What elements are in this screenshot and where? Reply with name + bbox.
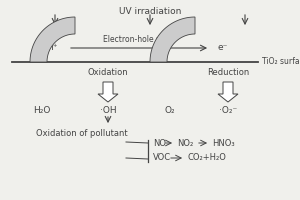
Text: TiO₂ surface: TiO₂ surface (262, 58, 300, 66)
Polygon shape (218, 82, 238, 102)
Text: Electron-hole pairs: Electron-hole pairs (103, 35, 175, 44)
Text: h⁺: h⁺ (47, 44, 58, 52)
Text: H₂O: H₂O (33, 106, 51, 115)
Polygon shape (98, 82, 118, 102)
Polygon shape (30, 17, 75, 62)
Text: O₂: O₂ (165, 106, 175, 115)
Text: NO₂: NO₂ (177, 138, 193, 148)
Text: ·O₂⁻: ·O₂⁻ (219, 106, 237, 115)
Text: UV irradiation: UV irradiation (119, 7, 181, 16)
Text: Oxidation: Oxidation (88, 68, 128, 77)
Text: CO₂+H₂O: CO₂+H₂O (187, 154, 226, 162)
Text: HNO₃: HNO₃ (212, 138, 235, 148)
Text: Reduction: Reduction (207, 68, 249, 77)
Text: VOC: VOC (153, 154, 171, 162)
Text: ·OH: ·OH (100, 106, 116, 115)
Polygon shape (150, 17, 195, 62)
Text: NO: NO (153, 138, 166, 148)
Text: e⁻: e⁻ (218, 44, 228, 52)
Text: Oxidation of pollutant: Oxidation of pollutant (36, 129, 128, 138)
